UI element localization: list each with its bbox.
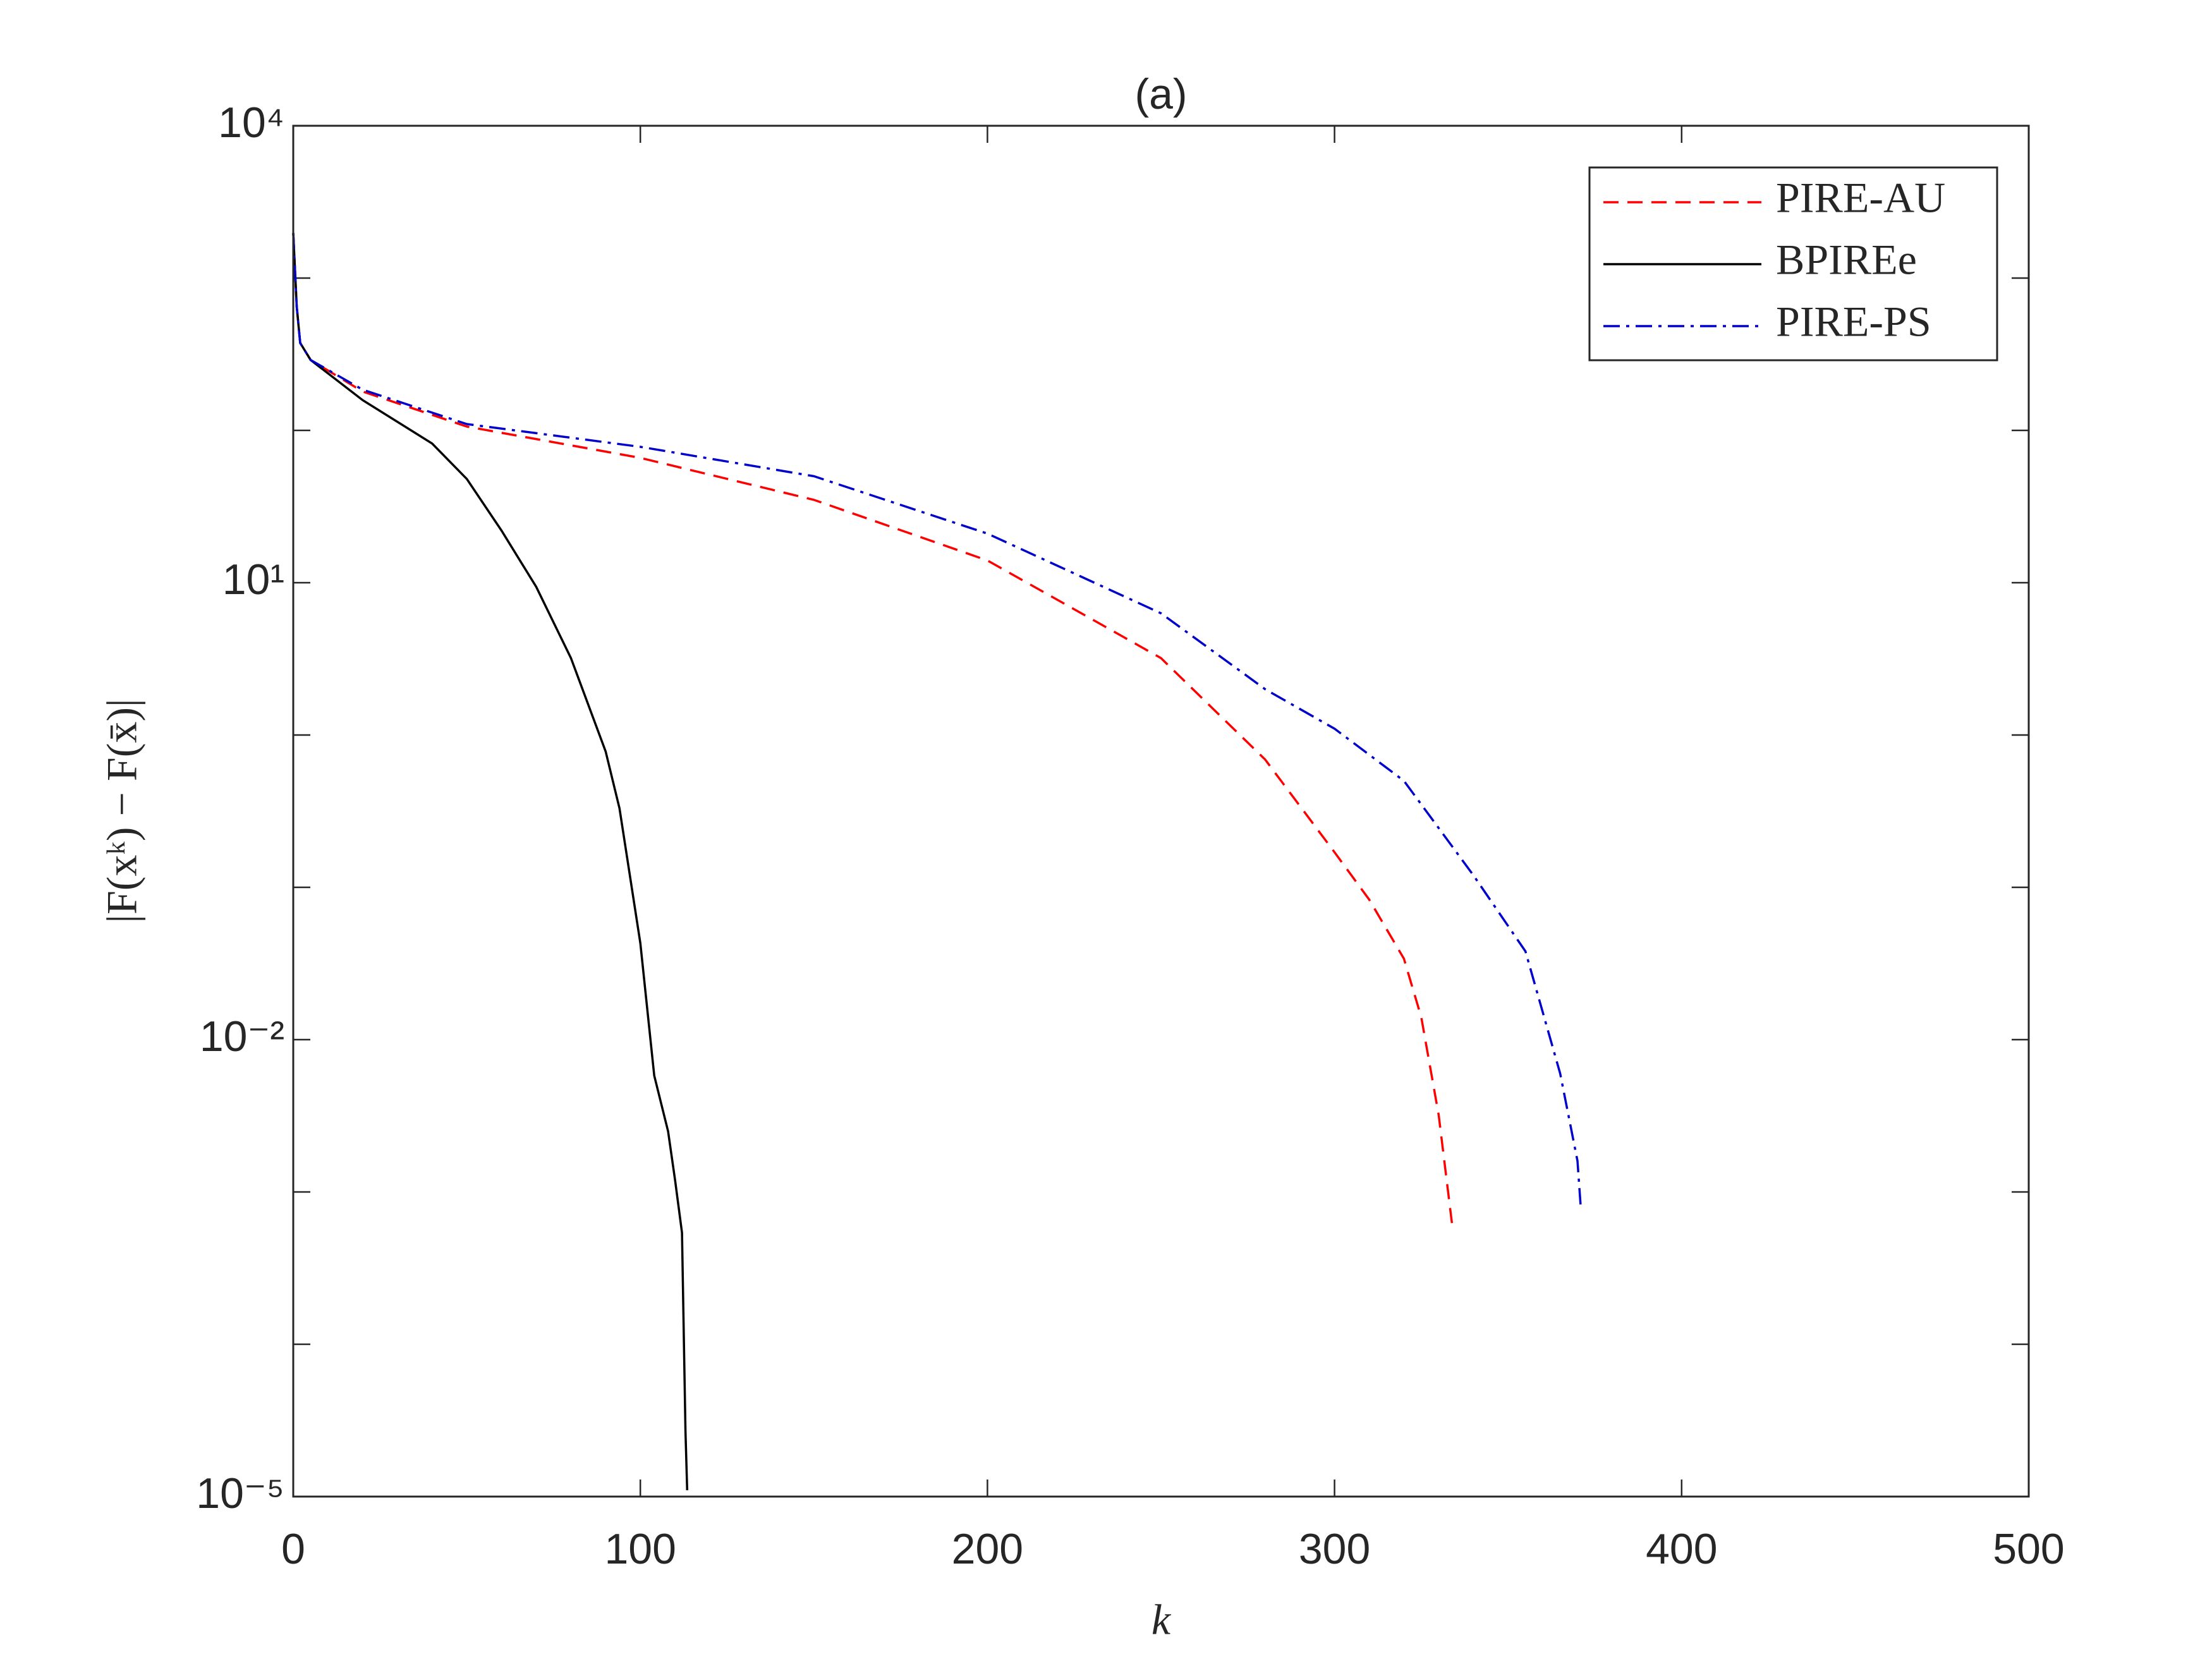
y-tick-label: 10¹ — [222, 556, 284, 604]
chart-title: (a) — [1134, 70, 1187, 118]
legend-label: PIRE-AU — [1776, 174, 1945, 222]
x-tick-label: 0 — [281, 1525, 305, 1573]
y-tick-label: 10⁻² — [200, 1012, 284, 1060]
x-tick-label: 500 — [1993, 1525, 2064, 1573]
x-axis-label: k — [1152, 1596, 1172, 1644]
legend-label: PIRE-PS — [1776, 298, 1931, 346]
x-tick-label: 100 — [604, 1525, 676, 1573]
series-line — [292, 233, 1583, 1210]
x-tick-label: 400 — [1646, 1525, 1717, 1573]
y-tick-label: 10⁻⁵ — [196, 1469, 284, 1517]
x-tick-label: 200 — [952, 1525, 1023, 1573]
y-axis-label: |F(xᵏ) − F(x̄)| — [98, 698, 146, 923]
legend-label: BPIREe — [1776, 236, 1917, 284]
plot-frame — [292, 125, 2030, 1498]
y-tick-label: 10⁴ — [218, 99, 284, 147]
x-tick-label: 300 — [1299, 1525, 1370, 1573]
